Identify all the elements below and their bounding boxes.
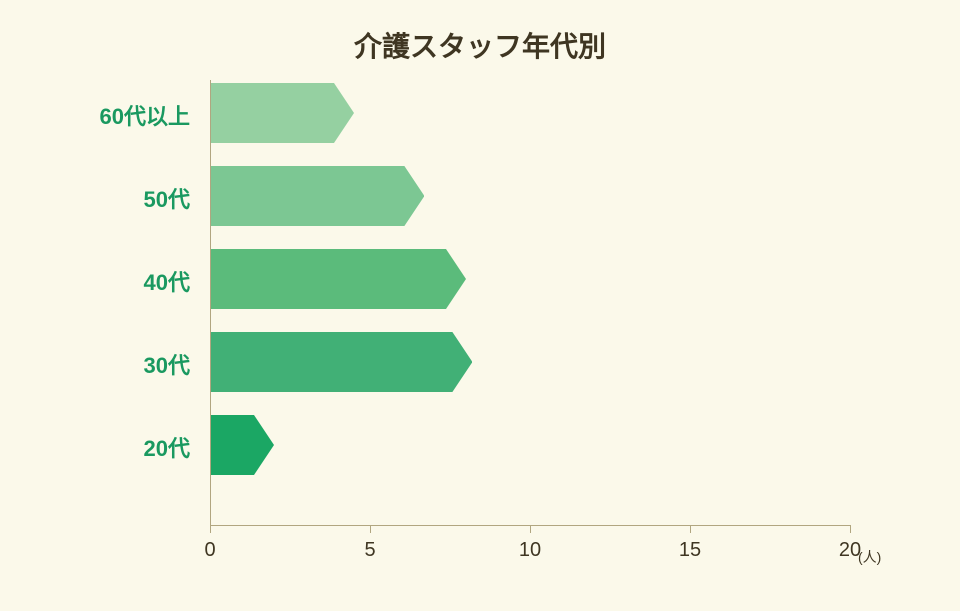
- x-tick: [690, 525, 691, 533]
- x-tick-label: 10: [519, 539, 541, 562]
- x-tick-label: 15: [679, 539, 701, 562]
- data-bar: [210, 249, 466, 309]
- data-bar: [210, 332, 472, 392]
- data-bar: [210, 83, 354, 143]
- y-axis-label: 40代: [30, 265, 190, 297]
- y-axis-label: 60代以上: [30, 99, 190, 131]
- chart-container: 介護スタッフ年代別 60代以上50代40代30代20代 05101520 (人): [0, 0, 960, 611]
- x-tick: [530, 525, 531, 533]
- y-axis-label: 30代: [30, 348, 190, 380]
- y-axis-line: [210, 80, 211, 525]
- y-axis-label: 50代: [30, 182, 190, 214]
- y-axis-label: 20代: [30, 431, 190, 463]
- x-axis-unit: (人): [858, 547, 881, 567]
- x-tick-label: 0: [204, 539, 215, 562]
- x-tick: [850, 525, 851, 533]
- data-bar: [210, 415, 274, 475]
- x-tick: [210, 525, 211, 533]
- chart-title: 介護スタッフ年代別: [354, 25, 606, 65]
- data-bar: [210, 166, 424, 226]
- x-tick-label: 5: [364, 539, 375, 562]
- x-tick: [370, 525, 371, 533]
